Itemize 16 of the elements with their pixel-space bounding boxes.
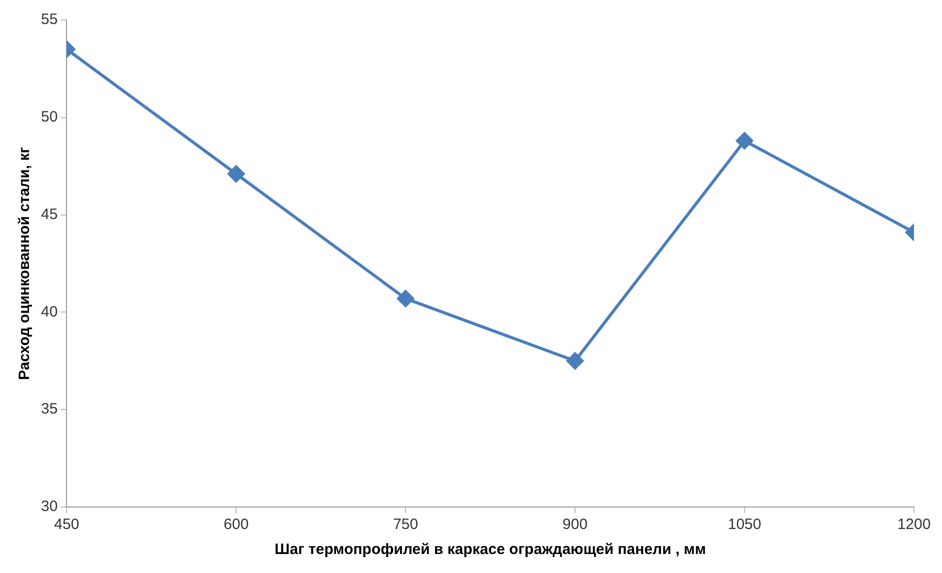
x-tick-label: 600: [224, 516, 249, 534]
x-tick-label: 750: [393, 516, 418, 534]
y-tick-label: 35: [40, 400, 58, 418]
x-tick-label: 450: [54, 516, 80, 534]
y-tick-label: 30: [40, 498, 58, 516]
y-axis-title: Расход оцинкованной стали, кг: [16, 147, 34, 380]
y-tick-label: 40: [40, 303, 58, 320]
x-tick-label: 1050: [728, 516, 762, 534]
x-tick-label: 900: [562, 516, 588, 534]
y-tick-label: 50: [40, 108, 58, 126]
x-axis-title: Шаг термопрофилей в каркасе ограждающей панели , мм: [274, 541, 706, 558]
x-tick-label: 1200: [897, 516, 931, 534]
point: [397, 290, 414, 308]
y-tick-label: 45: [40, 206, 58, 223]
point: [566, 352, 584, 370]
y-tick-label: 55: [40, 11, 58, 28]
